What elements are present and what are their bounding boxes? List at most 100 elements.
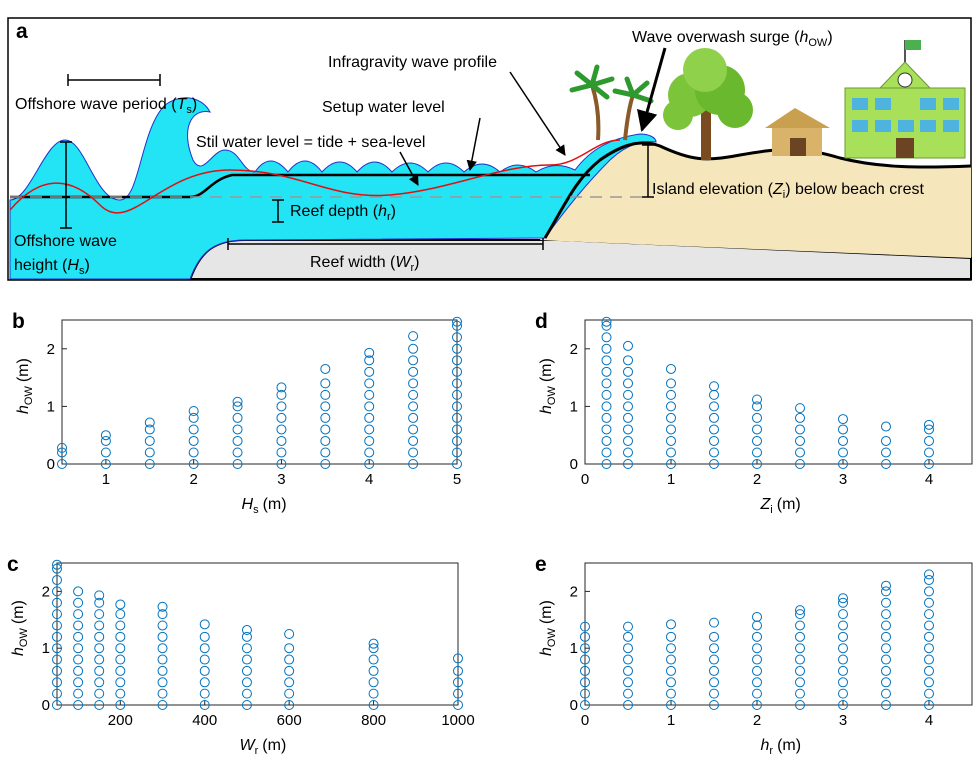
point	[115, 609, 126, 620]
point	[199, 688, 210, 699]
point	[795, 620, 805, 631]
x-tick-label: 200	[108, 712, 133, 729]
point	[452, 378, 462, 389]
point	[73, 620, 84, 631]
point	[199, 700, 210, 710]
point	[709, 435, 719, 446]
point	[838, 609, 848, 620]
point	[580, 677, 590, 688]
point	[157, 643, 168, 654]
panel-letter: d	[535, 310, 548, 333]
point	[73, 609, 84, 620]
point	[52, 575, 62, 586]
label-surge: Wave overwash surge (hOW)	[632, 29, 833, 49]
point	[601, 355, 612, 366]
point	[276, 389, 287, 400]
point	[73, 643, 84, 654]
point	[752, 412, 762, 423]
point	[709, 459, 719, 469]
point	[453, 653, 463, 664]
y-axis-label: hOW(m)	[538, 358, 558, 414]
label-period: Offshore wave period (Ts)	[15, 96, 197, 116]
point	[623, 435, 633, 446]
point	[241, 688, 252, 699]
point	[115, 620, 126, 631]
point	[881, 421, 891, 432]
point	[838, 414, 848, 425]
point	[364, 459, 375, 469]
point	[241, 625, 252, 636]
point	[752, 677, 762, 688]
point	[100, 430, 111, 441]
point	[795, 605, 805, 616]
point	[601, 320, 612, 331]
point	[709, 447, 719, 458]
point	[881, 586, 891, 597]
x-tick-label: 3	[277, 471, 285, 488]
point	[838, 677, 848, 688]
x-tick-label: 2	[189, 471, 197, 488]
y-tick-label: 0	[47, 456, 55, 473]
point	[100, 447, 111, 458]
point	[408, 389, 419, 400]
point	[666, 389, 676, 400]
point	[115, 688, 126, 699]
point	[73, 665, 84, 676]
point	[73, 688, 84, 699]
point	[752, 631, 762, 642]
point	[94, 609, 105, 620]
y-tick-label: 1	[42, 640, 50, 657]
point	[601, 435, 612, 446]
point	[453, 688, 463, 699]
point	[157, 688, 168, 699]
point	[199, 654, 210, 665]
point	[94, 631, 105, 642]
point	[52, 609, 62, 620]
point	[364, 366, 375, 377]
point	[838, 643, 848, 654]
point	[580, 654, 590, 665]
point	[57, 459, 67, 469]
point	[881, 620, 891, 631]
point	[924, 459, 934, 469]
point	[320, 435, 331, 446]
point	[452, 401, 462, 412]
point	[838, 700, 848, 710]
x-tick-label: 400	[192, 712, 217, 729]
point	[666, 447, 676, 458]
point	[408, 412, 419, 423]
label-setup: Setup water level	[322, 99, 445, 116]
y-tick-label: 1	[570, 398, 578, 415]
point	[709, 424, 719, 435]
point	[73, 597, 84, 608]
point	[144, 447, 155, 458]
point	[115, 643, 126, 654]
point	[452, 355, 462, 366]
point	[623, 389, 633, 400]
point	[709, 700, 719, 710]
point	[364, 435, 375, 446]
point	[232, 396, 243, 407]
point	[623, 688, 633, 699]
point	[320, 459, 331, 469]
point	[709, 617, 719, 628]
point	[666, 665, 676, 676]
point	[666, 631, 676, 642]
point	[73, 654, 84, 665]
point	[52, 643, 62, 654]
beach-profile	[543, 141, 972, 239]
point	[924, 609, 934, 620]
point	[709, 688, 719, 699]
label-depth: Reef depth (hr)	[290, 203, 396, 223]
point	[157, 601, 168, 612]
point	[580, 643, 590, 654]
point	[453, 665, 463, 676]
point	[709, 677, 719, 688]
point	[623, 366, 633, 377]
point	[232, 435, 243, 446]
point	[364, 447, 375, 458]
point	[453, 700, 463, 710]
point	[52, 677, 62, 688]
point	[795, 609, 805, 620]
